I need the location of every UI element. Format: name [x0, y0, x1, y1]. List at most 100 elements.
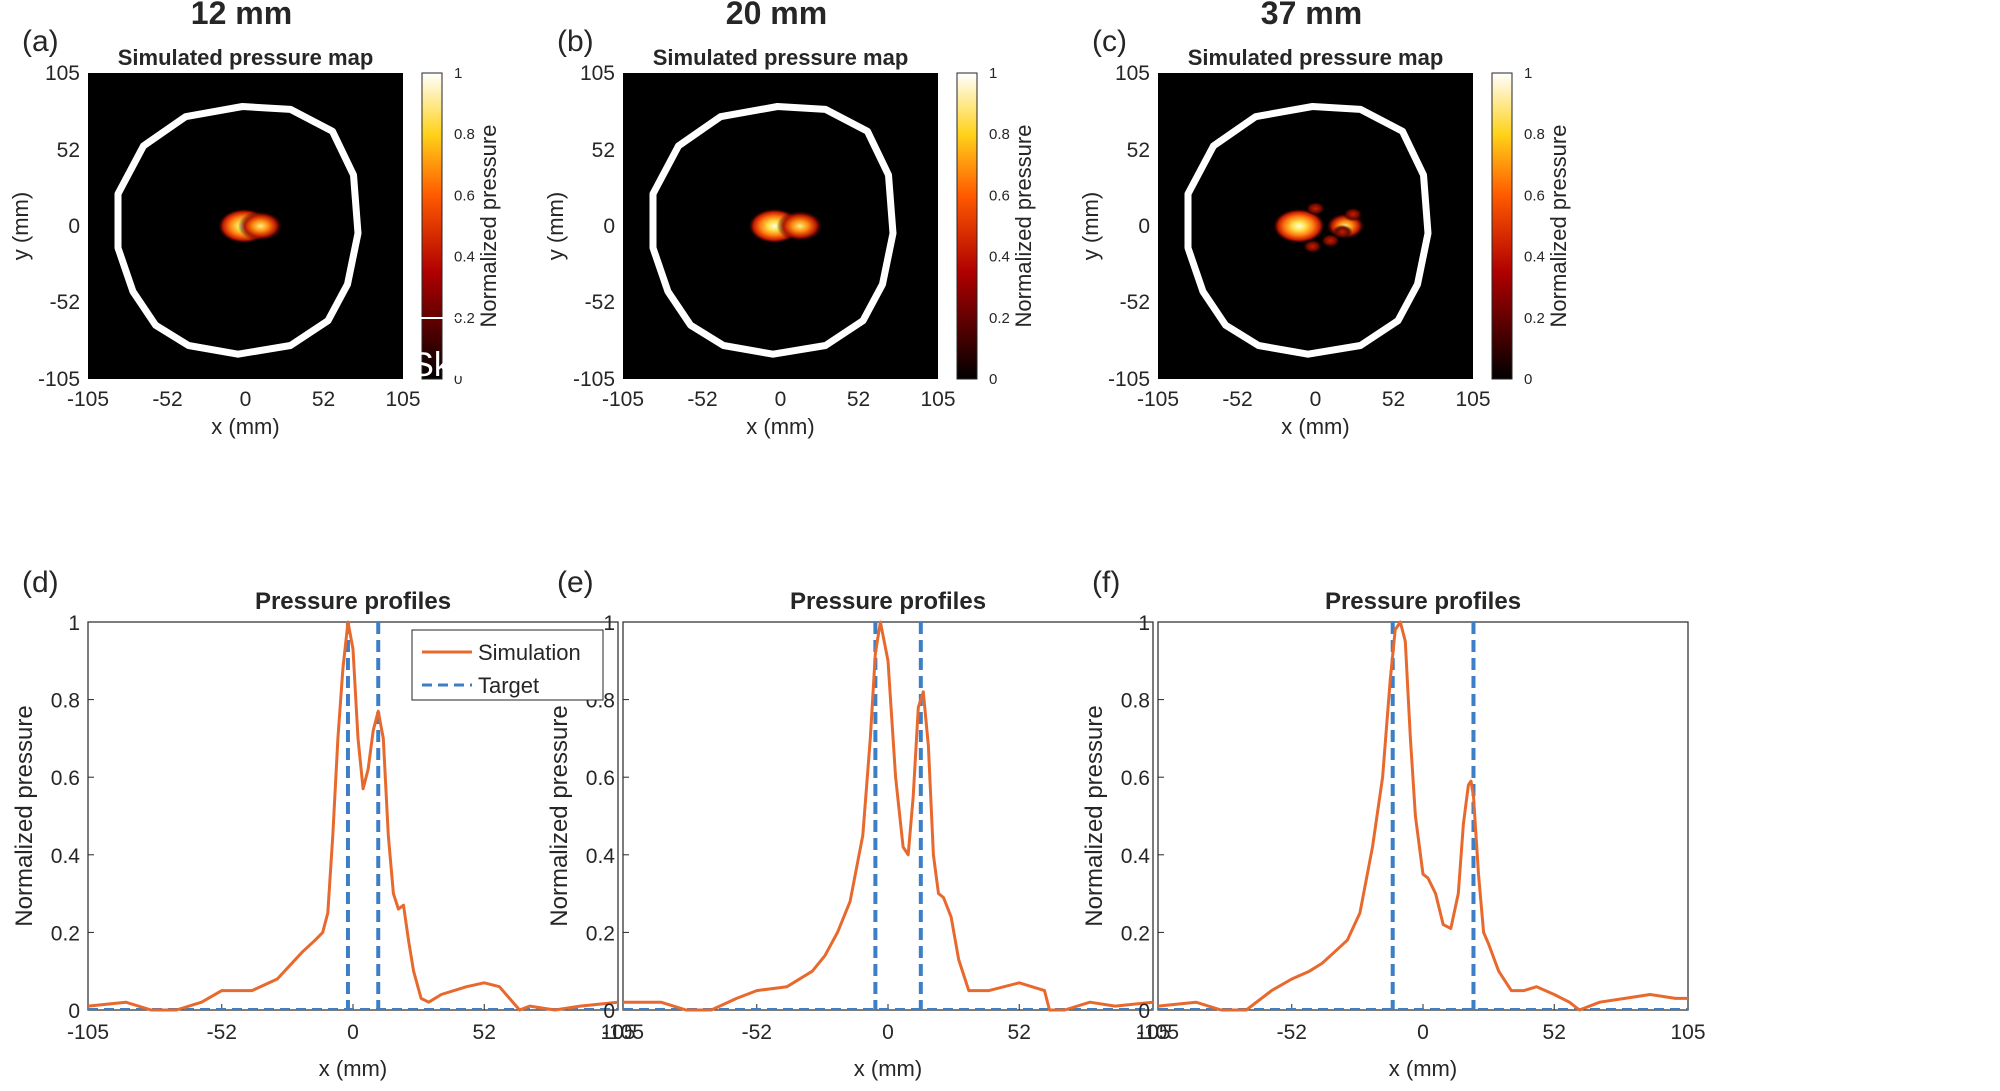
- profile-y-tick-label: 0.6: [586, 767, 615, 790]
- map-x-tick-label: -52: [687, 388, 717, 411]
- profile-x-tick-label: -52: [1277, 1021, 1307, 1044]
- map-x-axis-label: x (mm): [746, 414, 814, 439]
- map-y-tick-label: -52: [1120, 291, 1150, 314]
- map-x-tick-label: -105: [602, 388, 644, 411]
- map-y-tick-label: 0: [68, 215, 80, 238]
- profile-y-axis-label: Normalized pressure: [546, 705, 573, 926]
- plot-area: [622, 621, 1154, 1011]
- profile-y-tick-label: 0.2: [586, 922, 615, 945]
- profile-x-tick-label: -105: [1137, 1021, 1179, 1044]
- simulation-line: [623, 620, 1154, 1012]
- map-x-tick-label: -105: [1137, 388, 1179, 411]
- map-x-tick-label: 0: [775, 388, 787, 411]
- skull-arrow-line: [413, 317, 464, 345]
- map-x-tick-label: -105: [67, 388, 109, 411]
- focal-spot: [237, 210, 284, 242]
- map-y-tick-label: 52: [57, 139, 80, 162]
- profile-x-tick-label: -105: [67, 1021, 109, 1044]
- map-y-tick-label: -105: [1108, 368, 1150, 391]
- colorbar: [956, 72, 978, 380]
- profile-y-tick-label: 0.6: [51, 767, 80, 790]
- profile-y-tick-label: 0.8: [1121, 690, 1150, 713]
- side-lobe: [1320, 233, 1341, 248]
- profile-y-tick-label: 0.2: [1121, 922, 1150, 945]
- simulation-line: [1157, 620, 1688, 1012]
- map-y-axis-label: y (mm): [8, 192, 33, 260]
- map-title: Simulated pressure map: [118, 45, 374, 70]
- profile-title: Pressure profiles: [790, 588, 986, 615]
- profile-x-tick-label: 0: [882, 1021, 894, 1044]
- colorbar-tick-label: 0.4: [1524, 249, 1545, 266]
- map-x-tick-label: 52: [847, 388, 870, 411]
- skull-outline: [114, 103, 362, 358]
- map-x-tick-label: -52: [152, 388, 182, 411]
- map-x-axis-label: x (mm): [211, 414, 279, 439]
- profile-y-tick-label: 0.4: [1121, 845, 1151, 868]
- pressure-map-panel-a: 12 mm (a) Simulated pressure map -105-105 -5…: [8, 0, 501, 439]
- pressure-profile-panel-e: (e)Pressure profiles-105 -52 0 52 10500.20.4…: [546, 566, 1171, 1081]
- map-x-axis-label: x (mm): [1281, 414, 1349, 439]
- map-x-tick-label: 0: [240, 388, 252, 411]
- profile-x-tick-label: 52: [1008, 1021, 1031, 1044]
- panel-letter: (c): [1092, 25, 1127, 58]
- map-x-tick-label: 52: [312, 388, 335, 411]
- pressure-map-panel-b: 20 mm (b) Simulated pressure map -105-105 -5…: [543, 0, 1036, 439]
- skull-outline: [649, 103, 897, 358]
- map-x-tick-label: 105: [920, 388, 955, 411]
- map-y-tick-label: 52: [1127, 139, 1150, 162]
- map-y-tick-label: 105: [45, 62, 80, 85]
- legend-box: [411, 629, 604, 701]
- profile-title: Pressure profiles: [255, 588, 451, 615]
- profile-x-tick-label: 52: [1543, 1021, 1566, 1044]
- legend-target-label: Target: [478, 673, 539, 698]
- colorbar-tick-label: 0.8: [454, 126, 475, 143]
- colorbar-tick-label: 0: [989, 371, 997, 388]
- profile-x-axis-label: x (mm): [854, 1056, 922, 1081]
- map-y-tick-label: 0: [603, 215, 615, 238]
- colorbar-tick-label: 1: [454, 65, 462, 82]
- colorbar-tick-label: 0.6: [1524, 187, 1545, 204]
- focal-spot: [1272, 208, 1326, 244]
- profile-y-tick-label: 0: [1138, 1000, 1150, 1023]
- map-x-tick-label: 52: [1382, 388, 1405, 411]
- colorbar-tick-label: 0.8: [989, 126, 1010, 143]
- panel-letter: (b): [557, 25, 594, 58]
- profile-x-axis-label: x (mm): [319, 1056, 387, 1081]
- colorbar-tick-label: 0.2: [454, 310, 475, 327]
- side-lobe: [1332, 224, 1353, 239]
- profile-y-tick-label: 0.2: [51, 922, 80, 945]
- map-y-tick-label: -52: [50, 291, 80, 314]
- focal-spot: [776, 210, 824, 242]
- profile-y-tick-label: 0.8: [51, 690, 80, 713]
- colorbar-label: Normalized pressure: [476, 125, 501, 328]
- map-y-tick-label: 0: [1138, 215, 1150, 238]
- panel-letter: (f): [1092, 566, 1120, 599]
- colorbar-tick-label: 0.6: [454, 187, 475, 204]
- profile-x-tick-label: 105: [600, 1021, 635, 1044]
- colorbar-tick-label: 0.2: [1524, 310, 1545, 327]
- profile-x-axis-label: x (mm): [1389, 1056, 1457, 1081]
- panel-header: 37 mm: [1261, 0, 1362, 31]
- map-y-tick-label: -105: [38, 368, 80, 391]
- map-y-axis-label: y (mm): [543, 192, 568, 260]
- panel-header: 20 mm: [726, 0, 827, 31]
- colorbar-tick-label: 0.4: [989, 249, 1010, 266]
- profile-x-tick-label: 0: [347, 1021, 359, 1044]
- colorbar-tick-label: 1: [1524, 65, 1532, 82]
- colorbar-tick-label: 1: [989, 65, 997, 82]
- side-lobe: [1343, 207, 1363, 222]
- profile-y-tick-label: 1: [68, 612, 80, 635]
- profile-x-tick-label: 0: [1417, 1021, 1429, 1044]
- map-y-tick-label: 105: [1115, 62, 1150, 85]
- profile-y-axis-label: Normalized pressure: [1081, 705, 1108, 926]
- profile-y-tick-label: 0: [68, 1000, 80, 1023]
- plot-area: [1157, 621, 1689, 1011]
- skull-outline: [1184, 103, 1432, 358]
- legend: Simulation Target: [411, 629, 604, 701]
- map-y-axis-label: y (mm): [1078, 192, 1103, 260]
- map-x-tick-label: -52: [1222, 388, 1252, 411]
- profile-y-tick-label: 1: [603, 612, 615, 635]
- simulation-line: [87, 620, 619, 1012]
- map-y-tick-label: 52: [592, 139, 615, 162]
- colorbar-label: Normalized pressure: [1546, 125, 1571, 328]
